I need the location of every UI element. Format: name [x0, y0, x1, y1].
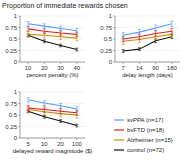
x-tick-label: 100: [72, 141, 83, 147]
grid-line: [20, 39, 85, 40]
grid-line: [20, 126, 85, 127]
y-tick-label: 0.75: [100, 25, 112, 31]
series: [122, 31, 174, 44]
x-axis-label: delayed reward magnitude ($): [13, 148, 93, 154]
x-tick-label: 7: [121, 65, 125, 71]
y-tick-label: 0.25: [5, 124, 17, 130]
legend-swatch: [114, 129, 124, 130]
legend-swatch: [114, 139, 124, 140]
legend-label: bvFTD (n=18): [127, 127, 164, 133]
title: Proportion of immediate rewards chosen: [2, 2, 128, 10]
series-line: [28, 34, 77, 38]
x-axis: [20, 138, 85, 139]
x-tick-label: 10: [41, 141, 48, 147]
y-tick-label: 0: [14, 135, 18, 141]
x-axis-label: delay length (days): [122, 72, 173, 78]
series: [27, 32, 79, 41]
y-axis: [115, 16, 116, 62]
series: [122, 35, 174, 52]
grid-line: [20, 50, 85, 51]
x-tick-label: 180: [167, 65, 178, 71]
marks: [27, 98, 79, 127]
y-tick-label: 1: [14, 89, 18, 95]
x-tick-label: 30: [57, 65, 64, 71]
panel: 0 0.25 0.5 0.75 1 10 20 30 40percent penalty (%): [5, 13, 85, 78]
y-tick-label: 1: [109, 13, 113, 19]
series: [27, 98, 79, 112]
grid-line: [115, 62, 180, 63]
x-tick-label: 90: [152, 65, 159, 71]
legend-label: control (n=72): [127, 147, 164, 153]
x-tick-label: 5: [26, 141, 30, 147]
x-axis: [115, 62, 180, 63]
y-tick-label: 0: [109, 59, 113, 65]
series: [27, 22, 79, 34]
series: [122, 21, 174, 38]
grid-line: [20, 138, 85, 139]
series-line: [123, 37, 172, 51]
series-line: [28, 24, 77, 31]
grid-line: [20, 92, 85, 93]
marks: [27, 22, 79, 51]
x-tick-label: 10: [25, 65, 32, 71]
y-tick-label: 0.25: [100, 48, 112, 54]
marks: [122, 21, 174, 52]
legend-swatch: [114, 119, 124, 120]
panel: 0 0.25 0.5 0.75 1 5 10 20 100delayed reward magn…: [5, 89, 92, 154]
x-tick-label: 14: [136, 65, 143, 71]
x-tick-label: 40: [74, 65, 81, 71]
grid-line: [115, 27, 180, 28]
x-axis-label: percent penalty (%): [26, 72, 78, 78]
series-line: [123, 24, 172, 36]
series-line: [28, 100, 77, 109]
panel: 0 0.25 0.5 0.75 1 7 14 90 180delay length (days): [100, 13, 180, 78]
series-line: [28, 111, 77, 125]
y-tick-label: 0.5: [9, 112, 18, 118]
y-tick-label: 0.75: [5, 101, 17, 107]
series: [27, 27, 79, 37]
grid-line: [20, 62, 85, 63]
y-tick-label: 0.5: [104, 36, 113, 42]
legend-label: Alzheimer (n=15): [127, 137, 173, 143]
y-axis: [20, 16, 21, 62]
y-tick-label: 0: [14, 59, 18, 65]
grid-line: [20, 103, 85, 104]
series: [27, 34, 79, 51]
y-tick-label: 1: [14, 13, 18, 19]
series-line: [28, 108, 77, 113]
series-line: [123, 31, 172, 39]
grid-line: [115, 16, 180, 17]
y-tick-label: 0.5: [9, 36, 18, 42]
legend-swatch: [114, 149, 124, 150]
x-tick-label: 20: [41, 65, 48, 71]
grid-line: [20, 16, 85, 17]
x-tick-label: 20: [57, 141, 64, 147]
y-axis: [20, 92, 21, 138]
series: [27, 105, 79, 115]
chart: Proportion of immediate rewards chosen00…: [0, 0, 185, 162]
y-tick-label: 0.25: [5, 48, 17, 54]
x-axis: [20, 62, 85, 63]
legend-label: svPPA (n=17): [127, 117, 163, 123]
legend: svPPA (n=17) bvFTD (n=18) Alzheimer (n=15)…: [114, 117, 173, 153]
series-line: [28, 35, 77, 49]
y-tick-label: 0.75: [5, 25, 17, 31]
